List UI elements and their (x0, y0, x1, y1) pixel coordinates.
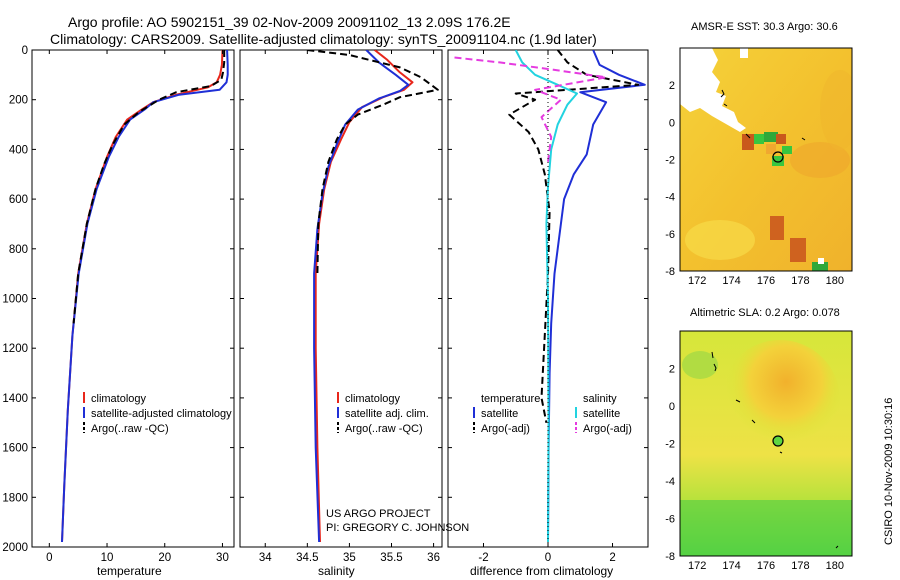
x-tick-label: 34.5 (296, 552, 318, 564)
map-y-tick-label: -4 (665, 192, 675, 204)
sst-map-frame (679, 47, 853, 272)
legend-label: satellite-adjusted climatology (91, 408, 232, 420)
legend-label: satellite (583, 408, 620, 420)
legend-label: Argo(..raw -QC) (91, 423, 169, 435)
map-x-tick-label: 178 (791, 560, 809, 572)
series-line-argo-raw-qc (307, 50, 439, 274)
difference-legend: temperature salinity satellite Argo(-adj… (473, 393, 632, 435)
series-line-satellite-adjusted-climatology (61, 50, 229, 543)
salinity-xlabel: salinity (318, 564, 355, 578)
sst-map-title: AMSR-E SST: 30.3 Argo: 30.6 (691, 21, 838, 33)
x-tick-label: 2 (609, 552, 615, 564)
sla-map-frame (679, 330, 853, 557)
map-y-tick-label: -8 (665, 551, 675, 563)
y-tick-label: 400 (9, 144, 28, 156)
x-tick-label: 35 (343, 552, 356, 564)
temperature-legend: climatology satellite-adjusted climatolo… (83, 392, 232, 435)
y-tick-label: 1200 (2, 343, 28, 355)
x-tick-label: 35.5 (380, 552, 402, 564)
y-tick-label: 800 (9, 244, 28, 256)
salinity-series-group (307, 50, 439, 543)
map-y-tick-label: 0 (669, 117, 675, 129)
map-y-tick-label: -2 (665, 439, 675, 451)
legend-label: satellite adj. clim. (345, 408, 429, 420)
map-x-tick-label: 180 (826, 275, 844, 287)
temperature-series-group (61, 50, 229, 543)
legend-label: Argo(-adj) (481, 423, 530, 435)
legend-header-temperature: temperature (481, 393, 540, 405)
x-tick-label: 10 (101, 552, 114, 564)
sst-float-marker (772, 151, 784, 163)
difference-xlabel: difference from climatology (470, 564, 613, 578)
temperature-panel-frame (31, 49, 235, 548)
map-x-tick-label: 172 (688, 560, 706, 572)
figure-title-line1: Argo profile: AO 5902151_39 02-Nov-2009 … (68, 14, 511, 30)
salinity-legend: climatology satellite adj. clim. Argo(..… (337, 392, 429, 435)
legend-label: Argo(..raw -QC) (345, 423, 423, 435)
sla-map-image (680, 331, 852, 556)
x-tick-label: 20 (158, 552, 171, 564)
map-y-tick-label: -2 (665, 155, 675, 167)
series-line-argo-raw-qc (72, 50, 226, 324)
map-x-tick-label: 180 (826, 560, 844, 572)
x-tick-label: 36 (427, 552, 440, 564)
y-tick-label: 600 (9, 194, 28, 206)
x-tick-label: 30 (216, 552, 229, 564)
y-tick-label: 0 (22, 45, 28, 57)
map-y-tick-label: -8 (665, 266, 675, 278)
y-tick-label: 1800 (2, 492, 28, 504)
x-tick-label: -2 (478, 552, 488, 564)
map-x-tick-label: 174 (722, 560, 740, 572)
legend-label: climatology (345, 393, 401, 405)
map-x-tick-label: 176 (757, 275, 775, 287)
x-tick-label: 0 (46, 552, 52, 564)
x-tick-label: 34 (259, 552, 272, 564)
series-line-salinity-argo-adj (454, 56, 608, 162)
series-line-climatology (314, 50, 414, 543)
legend-header-salinity: salinity (583, 393, 617, 405)
map-y-tick-label: 2 (669, 80, 675, 92)
legend-label: Argo(-adj) (583, 423, 632, 435)
project-pi: PI: GREGORY C. JOHNSON (326, 522, 469, 534)
map-y-tick-label: 0 (669, 401, 675, 413)
series-line-satellite-adj-clim (313, 50, 410, 543)
map-x-tick-label: 172 (688, 275, 706, 287)
sla-map-title: Altimetric SLA: 0.2 Argo: 0.078 (690, 307, 840, 319)
figure-title-line2: Climatology: CARS2009. Satellite-adjuste… (50, 31, 597, 47)
x-tick-label: 0 (545, 552, 551, 564)
sla-float-marker (772, 435, 784, 447)
sst-map-image (680, 48, 852, 271)
map-y-tick-label: -6 (665, 229, 675, 241)
salinity-panel-frame (239, 49, 443, 548)
series-line-temperature-satellite (547, 50, 646, 543)
series-line-salinity-satellite (514, 50, 578, 543)
map-x-tick-label: 176 (757, 560, 775, 572)
side-timestamp: CSIRO 10-Nov-2009 10:30:16 (883, 398, 895, 545)
legend-label: climatology (91, 393, 147, 405)
difference-series-group (454, 50, 646, 543)
map-y-tick-label: 2 (669, 364, 675, 376)
map-y-tick-label: -6 (665, 514, 675, 526)
y-tick-label: 1000 (2, 294, 28, 306)
project-name: US ARGO PROJECT (326, 508, 431, 520)
legend-label: satellite (481, 408, 518, 420)
y-tick-label: 1400 (2, 393, 28, 405)
series-line-temperature-argo-adj (508, 50, 640, 423)
map-x-tick-label: 178 (791, 275, 809, 287)
temperature-xlabel: temperature (97, 564, 162, 578)
y-tick-label: 200 (9, 95, 28, 107)
y-tick-label: 2000 (2, 542, 28, 554)
series-line-climatology (61, 50, 224, 543)
map-x-tick-label: 174 (722, 275, 740, 287)
y-tick-label: 1600 (2, 443, 28, 455)
map-y-tick-label: -4 (665, 476, 675, 488)
